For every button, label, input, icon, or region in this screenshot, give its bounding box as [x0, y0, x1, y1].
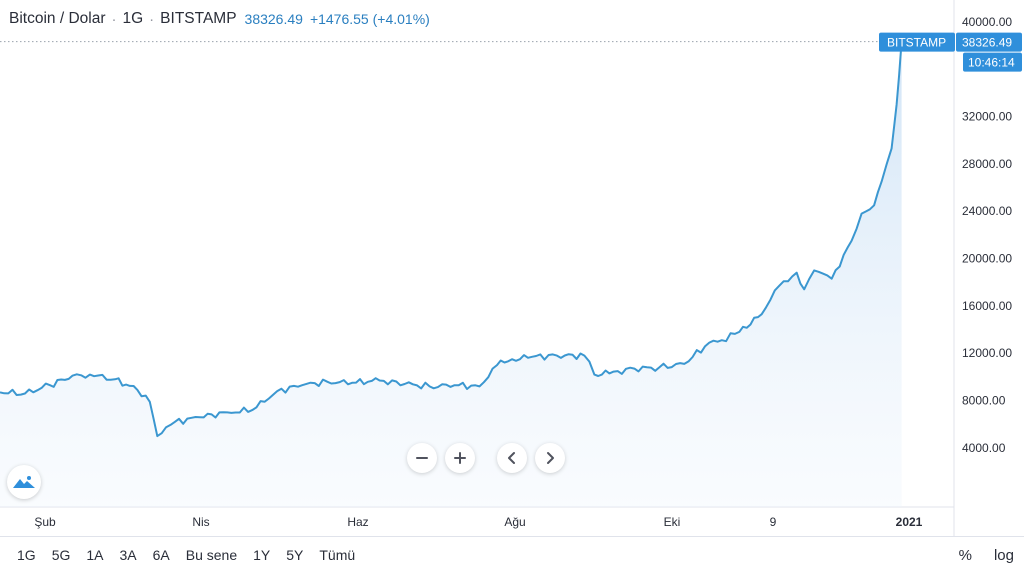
x-tick-label: Ağu	[504, 515, 525, 529]
header-separator: ·	[149, 10, 155, 28]
plus-icon	[454, 452, 466, 464]
y-tick-label: 12000.00	[962, 346, 1012, 360]
range-6a-button[interactable]: 6A	[152, 547, 170, 563]
y-tick-label: 16000.00	[962, 299, 1012, 313]
range-1g-button[interactable]: 1G	[17, 547, 36, 563]
range-ytd-button[interactable]: Bu sene	[185, 547, 238, 563]
price-tag-exchange: BITSTAMP	[887, 36, 946, 50]
price-line	[0, 41, 903, 438]
range-1a-button[interactable]: 1A	[86, 547, 104, 563]
range-5g-button[interactable]: 5G	[51, 547, 71, 563]
price-change: +1476.55 (+4.01%)	[309, 11, 430, 27]
x-tick-label: 2021	[896, 515, 923, 529]
price-tag-value: 38326.49	[962, 36, 1012, 50]
chevron-left-icon	[508, 452, 515, 464]
price-chart[interactable]: 4000.00 8000.00 12000.00 16000.00 20000.00 24…	[0, 0, 1024, 536]
date-range-selector: 1G 5G 1A 3A 6A Bu sene 1Y 5Y Tümü	[9, 547, 363, 563]
minus-icon	[416, 457, 428, 459]
y-tick-label: 4000.00	[962, 441, 1006, 455]
price-tag-value-bg	[956, 32, 1022, 52]
price-tag-exchange-bg	[879, 32, 955, 52]
price-tag: BITSTAMP 38326.49 10:46:14	[879, 32, 1022, 72]
y-tick-label: 24000.00	[962, 204, 1012, 218]
chevron-right-icon	[547, 452, 554, 464]
last-price: 38326.49	[244, 11, 303, 27]
chart-header: Bitcoin / Dolar · 1G · BITSTAMP 38326.49…	[9, 9, 430, 29]
tradingview-logo-button[interactable]	[7, 465, 41, 499]
scale-toggles: % log	[959, 547, 1014, 564]
bottom-toolbar: 1G 5G 1A 3A 6A Bu sene 1Y 5Y Tümü % log	[0, 536, 1024, 577]
range-1y-button[interactable]: 1Y	[253, 547, 271, 563]
percent-scale-button[interactable]: %	[958, 547, 972, 564]
scroll-left-button[interactable]	[497, 443, 527, 473]
symbol-name[interactable]: Bitcoin / Dolar	[9, 10, 106, 27]
price-area-fill	[0, 41, 902, 507]
y-tick-label: 8000.00	[962, 394, 1006, 408]
range-5y-button[interactable]: 5Y	[286, 547, 304, 563]
header-separator: ·	[111, 10, 117, 28]
price-tag-time-bg	[963, 52, 1022, 72]
y-tick-label: 28000.00	[962, 157, 1012, 171]
x-tick-label: 9	[770, 515, 777, 529]
exchange-label: BITSTAMP	[160, 10, 237, 27]
y-tick-label: 40000.00	[962, 15, 1012, 29]
x-tick-label: Şub	[34, 515, 56, 529]
log-scale-button[interactable]: log	[993, 547, 1014, 564]
x-tick-label: Eki	[664, 515, 681, 529]
interval-label[interactable]: 1G	[122, 10, 144, 27]
range-all-button[interactable]: Tümü	[319, 547, 356, 563]
x-tick-label: Nis	[192, 515, 209, 529]
y-tick-label: 32000.00	[962, 109, 1012, 123]
scroll-right-button[interactable]	[535, 443, 565, 473]
range-3a-button[interactable]: 3A	[119, 547, 137, 563]
x-tick-label: Haz	[347, 515, 368, 529]
zoom-out-button[interactable]	[407, 443, 437, 473]
price-tag-time: 10:46:14	[968, 56, 1015, 70]
y-axis: 4000.00 8000.00 12000.00 16000.00 20000.00 24…	[962, 15, 1012, 455]
zoom-in-button[interactable]	[445, 443, 475, 473]
mountain-logo-icon	[13, 476, 35, 488]
x-axis: Şub Nis Haz Ağu Eki 9 2021	[34, 515, 922, 529]
y-tick-label: 20000.00	[962, 252, 1012, 266]
